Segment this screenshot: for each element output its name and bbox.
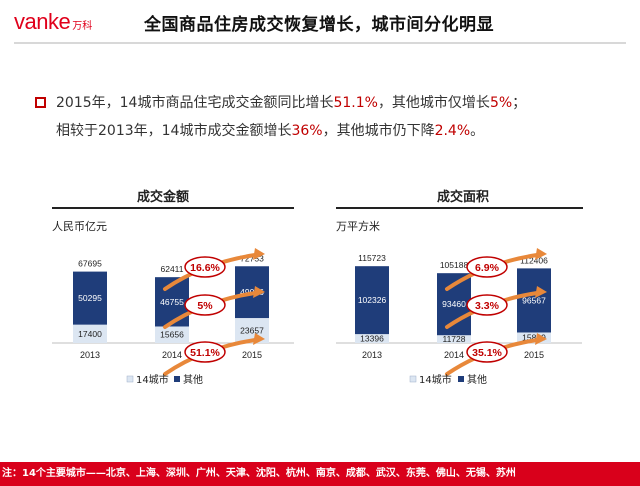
chart-2-title-rule <box>336 207 583 209</box>
bar-other-cities-2013 <box>73 271 107 325</box>
growth-label: 5% <box>197 300 213 312</box>
vanke-logo: vanke 万科 <box>14 9 92 35</box>
highlight-figure: 51.1% <box>333 95 378 111</box>
legend-swatch-other-cities <box>458 376 464 382</box>
legend-label-other-cities: 其他 <box>183 373 203 386</box>
label-other-cities-2015: 96567 <box>522 295 546 305</box>
growth-arrowhead-icon <box>535 286 547 298</box>
chart-2-title: 成交面积 <box>437 190 490 205</box>
header-divider <box>14 42 626 44</box>
x-tick-2013: 2013 <box>80 350 100 360</box>
label-14-cities-2013: 17400 <box>78 329 102 339</box>
bullet-text-line-1: 2015年，14城市商品住宅成交金额同比增长51.1%，其他城市仅增长5%； <box>56 92 526 112</box>
x-tick-2013: 2013 <box>362 350 382 360</box>
bullet-text-line-2: 相较于2013年，14城市成交金额增长36%，其他城市仍下降2.4%。 <box>56 120 484 140</box>
label-total-2013: 115723 <box>358 253 386 263</box>
growth-ellipse <box>466 256 508 278</box>
label-other-cities-2014: 46755 <box>160 297 184 307</box>
growth-arrowhead-icon <box>253 248 265 260</box>
growth-ellipse <box>184 294 226 316</box>
growth-label: 51.1% <box>190 347 220 359</box>
label-14-cities-2014: 15656 <box>160 330 184 340</box>
label-other-cities-2013: 102326 <box>358 295 387 305</box>
bar-14-cities-2014 <box>155 326 189 343</box>
highlight-figure: 36% <box>291 123 323 139</box>
x-tick-2015: 2015 <box>524 350 544 360</box>
footer-note: 注：14个主要城市——北京、上海、深圳、广州、天津、沈阳、杭州、南京、成都、武汉… <box>0 462 640 486</box>
x-tick-2014: 2014 <box>444 350 464 360</box>
bullet-text-segment: 相较于2013年，14城市成交金额增长 <box>56 123 292 139</box>
page-title: 全国商品住房成交恢复增长，城市间分化明显 <box>144 15 494 35</box>
highlight-figure: 5% <box>489 95 513 111</box>
chart-1-title-rule <box>52 207 294 209</box>
chart-1-title: 成交金额 <box>137 190 190 205</box>
label-total-2013: 67695 <box>78 259 102 269</box>
bar-14-cities-2013 <box>73 324 107 343</box>
bar-other-cities-2013 <box>355 266 389 335</box>
legend-label-14-cities: 14城市 <box>136 373 169 386</box>
legend-label-other-cities: 其他 <box>467 373 487 386</box>
highlight-figure: 2.4% <box>434 123 471 139</box>
growth-label: 6.9% <box>475 262 500 274</box>
growth-arrowhead-icon <box>253 286 265 298</box>
bullet-text-segment: ，其他城市仅增长 <box>377 95 490 111</box>
logo-cn-text: 万科 <box>72 21 93 32</box>
bullet-text-segment: 2015年，14城市商品住宅成交金额同比增长 <box>56 95 334 111</box>
legend-swatch-other-cities <box>174 376 180 382</box>
growth-arrowhead-icon <box>535 248 547 260</box>
legend-swatch-14-cities <box>126 375 134 383</box>
bar-14-cities-2013 <box>355 334 389 343</box>
growth-label: 3.3% <box>475 300 500 312</box>
x-tick-2015: 2015 <box>242 350 262 360</box>
growth-ellipse <box>184 341 226 363</box>
growth-ellipse <box>184 256 226 278</box>
label-14-cities-2015: 23657 <box>240 326 264 336</box>
chart-2-unit: 万平方米 <box>336 220 380 233</box>
label-total-2014: 62411 <box>160 264 183 274</box>
label-total-2015: 72753 <box>240 253 264 263</box>
growth-arrowhead-icon <box>253 333 265 345</box>
x-tick-2014: 2014 <box>162 350 182 360</box>
growth-ellipse <box>466 294 508 316</box>
chart-1-unit: 人民币亿元 <box>52 220 107 233</box>
bar-14-cities-2015 <box>517 332 551 343</box>
logo-text: vanke <box>14 9 71 34</box>
label-other-cities-2014: 93460 <box>442 299 466 309</box>
growth-ellipse <box>466 341 508 363</box>
label-14-cities-2013: 13396 <box>360 334 384 344</box>
growth-arrowhead-icon <box>535 333 547 345</box>
legend-swatch-14-cities <box>409 375 417 383</box>
label-other-cities-2013: 50295 <box>78 293 102 303</box>
bullet-square-icon <box>35 97 46 108</box>
legend-label-14-cities: 14城市 <box>419 373 452 386</box>
bullet-text-segment: ； <box>512 95 527 111</box>
label-total-2015: 112406 <box>520 255 548 265</box>
label-14-cities-2014: 11728 <box>442 334 465 344</box>
bullet-text-segment: 。 <box>470 123 485 139</box>
bar-other-cities-2015 <box>517 268 551 333</box>
label-total-2014: 105188 <box>440 260 469 270</box>
label-14-cities-2015: 15839 <box>522 333 546 343</box>
bullet-text-segment: ，其他城市仍下降 <box>322 123 435 139</box>
growth-label: 35.1% <box>472 347 502 359</box>
bar-14-cities-2014 <box>437 335 471 343</box>
growth-label: 16.6% <box>190 262 220 274</box>
